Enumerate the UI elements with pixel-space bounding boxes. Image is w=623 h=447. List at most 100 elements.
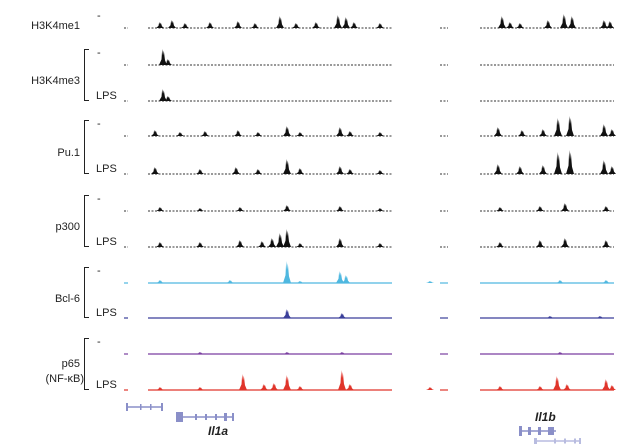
peak <box>346 131 354 136</box>
peak <box>283 205 291 211</box>
peak <box>336 206 344 211</box>
track-label-5-line2: (NF-κB) <box>45 373 85 385</box>
peak <box>494 164 502 174</box>
peak <box>563 384 571 390</box>
peak <box>336 127 344 136</box>
peak <box>568 16 576 28</box>
peak <box>336 271 344 283</box>
peak <box>600 124 608 136</box>
peak <box>239 374 247 390</box>
track-bracket-4 <box>84 267 89 318</box>
peak <box>296 132 304 136</box>
gene-label-il1b: Il1b <box>535 410 556 424</box>
peak <box>196 387 204 390</box>
peak <box>506 22 514 28</box>
peak <box>496 386 504 390</box>
peak <box>270 383 278 390</box>
peak <box>376 23 384 28</box>
peak <box>159 49 167 65</box>
peak <box>268 238 276 247</box>
peak <box>566 116 574 136</box>
track-label-5: p65 <box>61 358 80 370</box>
peak <box>602 379 610 390</box>
track-label-0: H3K4me1 <box>31 20 80 32</box>
peak <box>516 23 524 28</box>
condition-label-1-1: LPS <box>96 90 117 102</box>
peak <box>156 22 164 28</box>
peak <box>561 238 569 247</box>
track-row-4-0 <box>124 261 614 284</box>
peak <box>234 130 242 136</box>
peak <box>334 15 342 28</box>
peak <box>159 89 167 101</box>
peak <box>602 240 610 247</box>
peak <box>236 207 244 211</box>
peak <box>346 169 354 174</box>
peak <box>296 168 304 174</box>
peak <box>539 129 547 136</box>
peak <box>338 370 346 390</box>
condition-label-5-1: LPS <box>96 379 117 391</box>
peak <box>283 159 291 174</box>
peak <box>346 384 354 390</box>
peak <box>376 243 384 247</box>
peak <box>176 132 184 136</box>
peak <box>251 23 259 28</box>
peak <box>539 165 547 174</box>
peak <box>283 375 291 390</box>
peak <box>560 14 568 28</box>
peak <box>156 207 164 211</box>
peak <box>258 241 266 247</box>
track-row-2-1 <box>124 150 616 175</box>
peak <box>151 130 159 136</box>
track-bracket-3 <box>84 195 89 247</box>
track-row-5-1 <box>124 370 616 391</box>
peak <box>232 167 240 174</box>
track-label-2: Pu.1 <box>57 147 80 159</box>
peak <box>494 127 502 136</box>
peak <box>606 21 614 28</box>
peak <box>206 22 214 28</box>
peak <box>561 203 569 211</box>
track-row-0-0 <box>124 14 614 29</box>
gene-model-downstream <box>534 438 581 444</box>
condition-label-2-1: LPS <box>96 163 117 175</box>
track-bracket-2 <box>84 120 89 174</box>
peak <box>236 240 244 247</box>
peak <box>283 261 291 283</box>
peak <box>292 23 300 28</box>
condition-label-0-0: - <box>97 10 101 22</box>
peak <box>283 229 291 247</box>
peak <box>336 166 344 174</box>
peak <box>376 208 384 211</box>
peak <box>602 206 610 211</box>
peak <box>196 208 204 211</box>
gene-model-upstream <box>126 403 163 411</box>
peak <box>260 384 268 390</box>
gene-model-il1a <box>176 412 234 422</box>
peak <box>164 96 172 101</box>
peak <box>608 385 616 390</box>
condition-label-1-0: - <box>97 47 101 59</box>
peak <box>156 280 164 283</box>
track-label-3: p300 <box>55 221 80 233</box>
condition-label-4-1: LPS <box>96 307 117 319</box>
peak <box>254 169 262 174</box>
gene-label-il1a: Il1a <box>208 424 229 438</box>
peak <box>546 316 554 318</box>
track-row-3-0 <box>124 203 614 212</box>
track-row-5-0 <box>124 352 614 355</box>
peak <box>536 240 544 247</box>
peak <box>536 386 544 390</box>
peak <box>426 387 434 390</box>
peak <box>498 16 506 28</box>
condition-label-2-0: - <box>97 118 101 130</box>
peak <box>276 16 284 28</box>
peak <box>553 376 561 390</box>
peak <box>196 169 204 174</box>
track-row-2-0 <box>124 116 616 137</box>
track-row-1-1 <box>124 89 614 102</box>
gene-model-il1b <box>519 426 556 436</box>
peak <box>556 280 564 283</box>
